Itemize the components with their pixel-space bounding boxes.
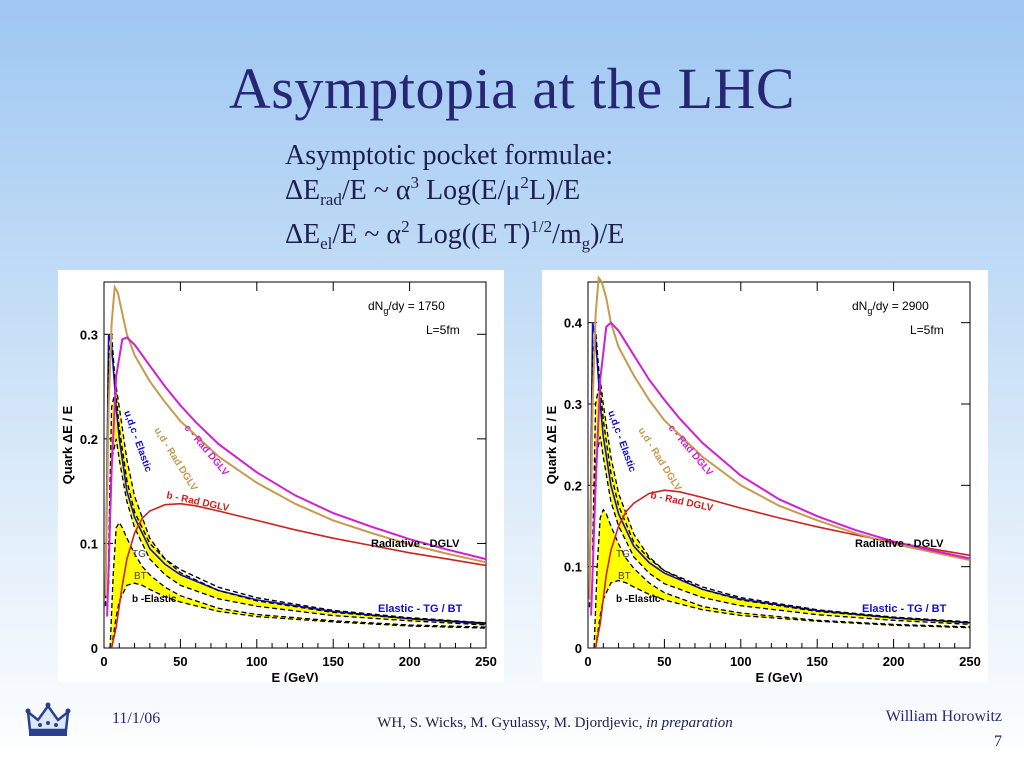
crown-icon xyxy=(24,700,72,745)
subtitle-line: Asymptotic pocket formulae: xyxy=(285,140,614,171)
y-axis-label: Quark ΔE / E xyxy=(544,405,559,484)
subtitle-block: Asymptotic pocket formulae: ΔErad/E ~ α3… xyxy=(285,138,624,261)
radiative-label: Radiative - DGLV xyxy=(855,538,944,550)
dndy-main: dN xyxy=(368,299,383,313)
formula-elastic-delta: ΔE xyxy=(285,219,321,250)
dndy-tail: /dy = 2900 xyxy=(872,299,929,313)
formula-radiative-delta: ΔE xyxy=(285,175,321,206)
x-tick-label: 50 xyxy=(173,654,187,669)
slide-title: Asymptopia at the LHC xyxy=(228,56,796,121)
plot-frame xyxy=(103,281,487,649)
formula-elastic-tail3: )/E xyxy=(590,219,625,250)
formula-radiative-sub: rad xyxy=(320,190,342,209)
b-rad-label: b - Rad DGLV xyxy=(165,490,230,514)
x-axis-label: E (GeV) xyxy=(756,670,803,682)
formula-elastic-tail1: Log((E T) xyxy=(409,219,531,250)
x-tick-label: 100 xyxy=(246,654,268,669)
tg-curve xyxy=(107,386,487,624)
ud-rad-curve xyxy=(588,275,971,600)
bt-label: BT xyxy=(134,571,147,582)
b-rad-label: b - Rad DGLV xyxy=(649,490,714,514)
elastic-blue-curve xyxy=(588,322,971,624)
x-tick-label: 0 xyxy=(100,654,107,669)
formula-radiative-sup: 3 xyxy=(410,173,420,192)
y-tick-label: 0.2 xyxy=(80,432,98,447)
footer-citation-status: in preparation xyxy=(646,715,733,731)
formula-radiative-mid: /E ~ α xyxy=(341,175,411,206)
elastic-label: Elastic - TG / BT xyxy=(378,603,463,615)
y-tick-label: 0.3 xyxy=(80,327,98,342)
dndy-annotation: dNg/dy = 1750 xyxy=(368,299,445,316)
formula-radiative-tail2: L)/E xyxy=(528,175,581,206)
y-tick-label: 0 xyxy=(91,641,98,656)
b-elastic-lower-curve xyxy=(594,579,971,649)
b-elastic-upper-curve xyxy=(593,508,971,649)
plot-frame xyxy=(587,281,971,649)
x-tick-label: 150 xyxy=(322,654,344,669)
chart-left: 0 50 100 150 200 250 0 0.1 0.2 0.3 E (GeV) Quark ΔE… xyxy=(58,270,504,682)
b-rad-curve xyxy=(110,502,487,649)
formula-radiative-sup2: 2 xyxy=(520,173,529,192)
bt-label: BT xyxy=(618,571,631,582)
formula-radiative: ΔErad/E ~ α3 Log(E/μ2L)/E xyxy=(285,173,624,217)
y-tick-label: 0.1 xyxy=(80,536,98,551)
b-elastic-band xyxy=(594,509,970,648)
x-tick-label: 50 xyxy=(657,654,671,669)
b-elastic-label: b -Elastic xyxy=(132,594,177,605)
footer-citation-authors: WH, S. Wicks, M. Gyulassy, M. Djordjevic… xyxy=(377,715,647,731)
y-tick-label: 0.3 xyxy=(564,397,582,412)
elastic-label: Elastic - TG / BT xyxy=(862,603,947,615)
bt-curve xyxy=(591,436,971,626)
c-rad-curve xyxy=(106,336,487,617)
tg-label: TG xyxy=(616,549,630,560)
footer-date: 11/1/06 xyxy=(112,710,161,727)
y-tick-label: 0.4 xyxy=(564,316,583,331)
c-rad-curve xyxy=(590,321,971,616)
x-tick-label: 200 xyxy=(399,654,421,669)
footer-citation: WH, S. Wicks, M. Gyulassy, M. Djordjevic… xyxy=(270,715,840,732)
elastic-blue-curve xyxy=(104,334,487,625)
dndy-tail: /dy = 1750 xyxy=(388,299,445,313)
chart-left-svg: 0 50 100 150 200 250 0 0.1 0.2 0.3 E (GeV) Quark ΔE… xyxy=(60,281,497,682)
formula-elastic: ΔEel/E ~ α2 Log((E T)1/2/mg)/E xyxy=(285,217,624,261)
bt-curve xyxy=(107,438,487,626)
length-annotation: L=5fm xyxy=(910,323,944,337)
x-tick-label: 200 xyxy=(883,654,905,669)
formula-elastic-sub: el xyxy=(320,234,333,253)
x-tick-label: 150 xyxy=(806,654,828,669)
udc-elastic-curve xyxy=(588,330,971,623)
footer-author: William Horowitz xyxy=(885,708,1002,725)
formula-elastic-sup: 2 xyxy=(401,217,410,236)
formula-elastic-sub2: g xyxy=(581,234,591,253)
udc-elastic-curve xyxy=(104,334,487,624)
x-axis-label: E (GeV) xyxy=(272,670,319,682)
x-tick-label: 250 xyxy=(959,654,981,669)
tg-label: TG xyxy=(132,549,146,560)
radiative-label: Radiative - DGLV xyxy=(371,538,460,550)
formula-elastic-tail2: /m xyxy=(552,219,582,250)
y-tick-label: 0.2 xyxy=(564,478,582,493)
formula-elastic-sup2: 1/2 xyxy=(530,217,553,236)
formula-radiative-tail1: Log(E/μ xyxy=(419,175,521,206)
x-tick-label: 250 xyxy=(475,654,497,669)
chart-right: 0 50 100 150 200 250 0 0.1 0.2 0.3 0.4 E (GeV) Quark… xyxy=(542,270,988,682)
dndy-annotation: dNg/dy = 2900 xyxy=(852,299,929,316)
x-tick-label: 0 xyxy=(584,654,591,669)
length-annotation: L=5fm xyxy=(426,323,460,337)
chart-right-svg: 0 50 100 150 200 250 0 0.1 0.2 0.3 0.4 E (GeV) Quark… xyxy=(544,275,981,682)
y-tick-label: 0 xyxy=(575,641,582,656)
dndy-main: dN xyxy=(852,299,867,313)
dndy-sub: g xyxy=(383,306,388,316)
dndy-sub: g xyxy=(867,306,872,316)
page-number: 7 xyxy=(994,733,1002,750)
y-axis-label: Quark ΔE / E xyxy=(60,405,75,484)
ud-rad-curve xyxy=(104,283,487,596)
b-elastic-label: b -Elastic xyxy=(616,594,661,605)
formula-elastic-mid: /E ~ α xyxy=(332,219,402,250)
tg-curve xyxy=(591,379,971,624)
b-rad-curve xyxy=(594,489,971,649)
b-elastic-upper-curve xyxy=(109,521,487,649)
x-tick-label: 100 xyxy=(730,654,752,669)
y-tick-label: 0.1 xyxy=(564,560,582,575)
